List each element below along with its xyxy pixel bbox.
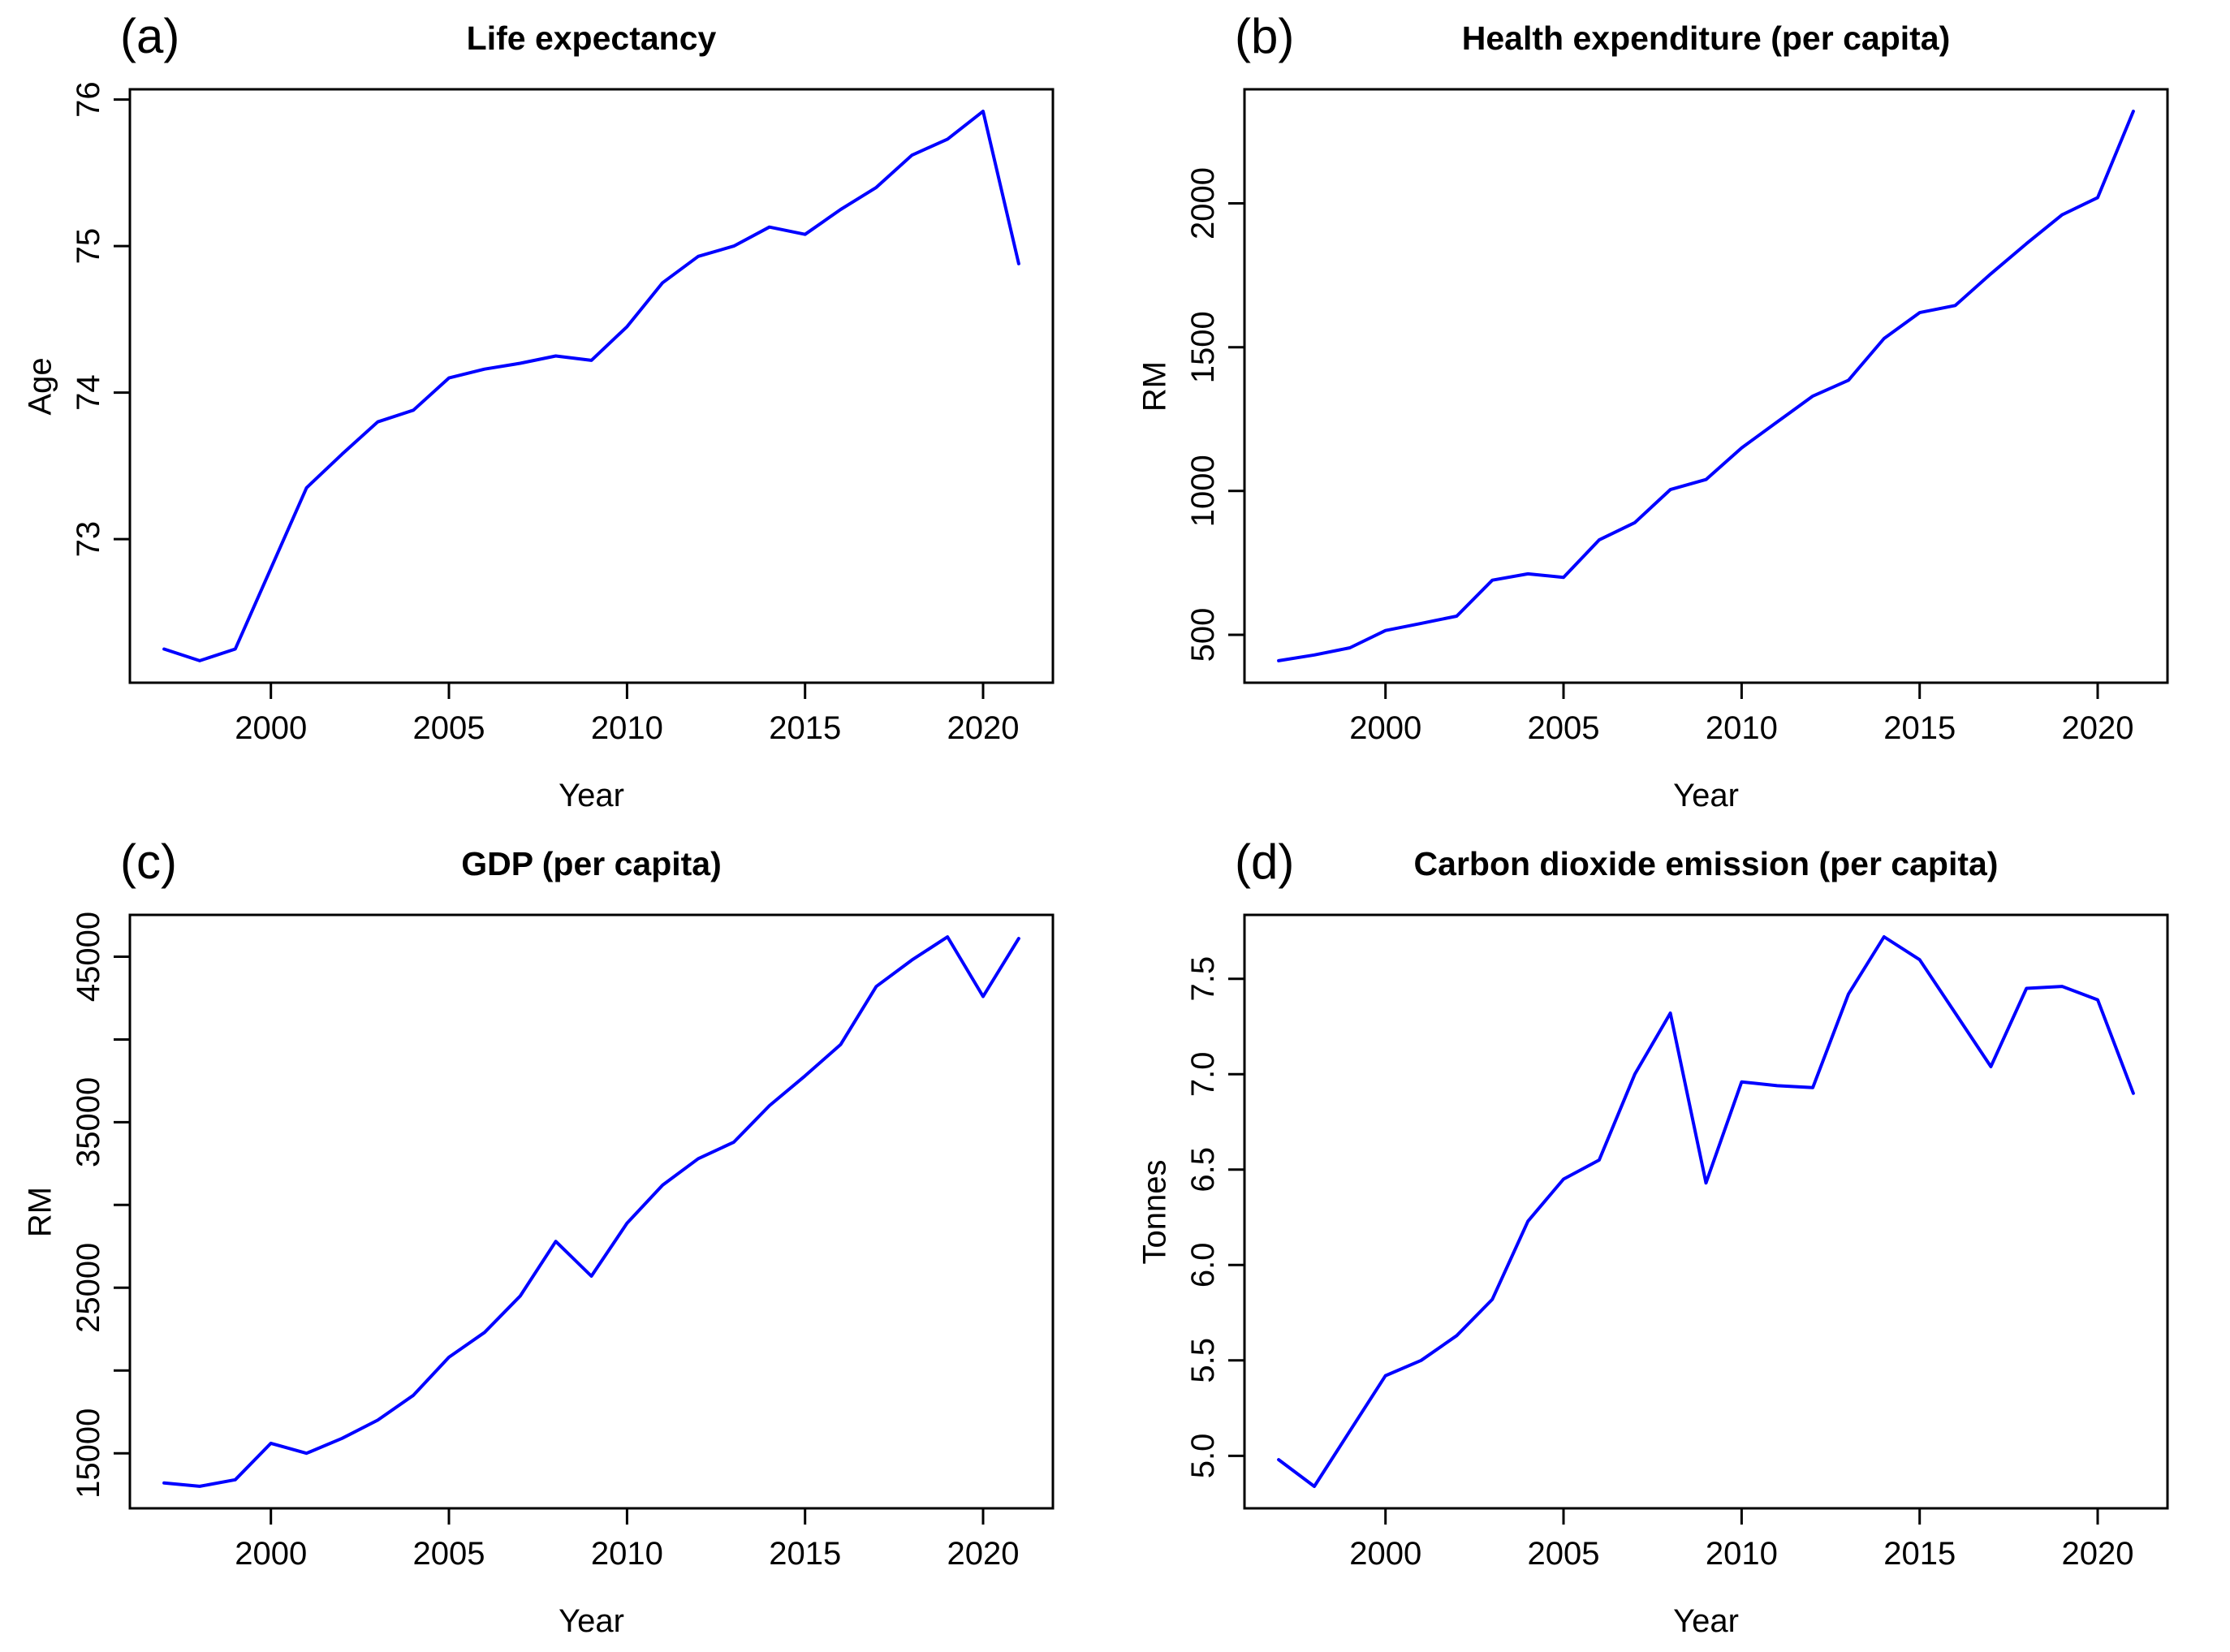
data-line [162, 935, 1020, 1488]
y-tick-label: 6.5 [1185, 1147, 1221, 1193]
x-tick-label: 2020 [947, 1536, 1020, 1572]
y-tick-label: 74 [71, 374, 106, 411]
y-tick-label: 1000 [1185, 455, 1221, 527]
panel-title-d: Carbon dioxide emission (per capita) [1413, 845, 1999, 882]
plot-svg-c: 2000 2005 2010 2015 2020 15000 25000 35000 45000 [71, 912, 1055, 1572]
panel-a-life-expectancy: (a) Life expectancy Age 2000 2005 2010 2015… [0, 0, 1115, 826]
x-tick-label: 2000 [235, 710, 307, 746]
x-tick-label: 2000 [1349, 1536, 1421, 1572]
panel-title-a: Life expectancy [466, 19, 717, 57]
plot-svg-d: 2000 2005 2010 2015 2020 5.0 5.5 6.0 6.5 7.0 7.5 [1185, 913, 2169, 1572]
panel-c-gdp: (c) GDP (per capita) RM 2000 2005 2010 2015… [0, 826, 1115, 1651]
panel-d-co2-emission: (d) Carbon dioxide emission (per capita)… [1115, 826, 2229, 1651]
x-axis-label-c: Year [559, 1603, 624, 1639]
x-axis-label-d: Year [1673, 1603, 1739, 1639]
x-tick-label: 2005 [1528, 1536, 1600, 1572]
panel-b-health-expenditure: (b) Health expenditure (per capita) RM 2… [1115, 0, 2229, 826]
y-tick-label: 75 [71, 228, 106, 265]
x-tick-label: 2005 [413, 710, 485, 746]
x-tick-label: 2005 [1528, 710, 1600, 746]
x-tick-label: 2015 [1883, 1536, 1956, 1572]
x-tick-label: 2000 [1349, 710, 1421, 746]
plot-svg-a: 2000 2005 2010 2015 2020 73 74 75 76 [71, 81, 1055, 746]
x-tick-label: 2010 [591, 1536, 663, 1572]
y-tick-label: 6.0 [1185, 1242, 1221, 1288]
panel-title-b: Health expenditure (per capita) [1461, 19, 1951, 57]
x-tick-label: 2015 [1883, 710, 1956, 746]
y-tick-label: 5.0 [1185, 1434, 1221, 1479]
panel-title-c: GDP (per capita) [461, 845, 722, 882]
y-tick-label: 76 [71, 81, 106, 118]
panel-label-b: (b) [1235, 9, 1295, 63]
panel-label-a: (a) [120, 9, 180, 63]
x-tick-label: 2005 [413, 1536, 485, 1572]
x-tick-label: 2010 [1706, 1536, 1778, 1572]
y-tick-label: 1500 [1185, 311, 1221, 383]
x-axis-label-a: Year [559, 778, 624, 813]
panel-label-d: (d) [1235, 835, 1295, 889]
y-tick-label: 73 [71, 521, 106, 558]
data-line [1277, 110, 2135, 662]
x-tick-label: 2015 [769, 710, 841, 746]
y-tick-label: 500 [1185, 608, 1221, 662]
plot-svg-b: 2000 2005 2010 2015 2020 500 1000 1500 2000 [1185, 88, 2169, 746]
x-tick-label: 2010 [591, 710, 663, 746]
x-tick-label: 2020 [947, 710, 1020, 746]
data-line [1277, 935, 2135, 1488]
x-tick-label: 2010 [1706, 710, 1778, 746]
plot-box [128, 88, 1055, 684]
x-tick-label: 2020 [2062, 1536, 2134, 1572]
x-tick-label: 2000 [235, 1536, 307, 1572]
y-tick-label: 7.0 [1185, 1051, 1221, 1097]
y-tick-label: 15000 [71, 1408, 106, 1499]
x-tick-label: 2015 [769, 1536, 841, 1572]
plot-box [1243, 88, 2169, 684]
y-tick-label: 45000 [71, 912, 106, 1002]
data-line [162, 110, 1020, 662]
panel-label-c: (c) [120, 835, 177, 889]
y-tick-label: 35000 [71, 1077, 106, 1167]
y-tick-label: 7.5 [1185, 956, 1221, 1002]
plot-box [128, 913, 1055, 1510]
x-tick-label: 2020 [2062, 710, 2134, 746]
y-tick-label: 2000 [1185, 167, 1221, 239]
y-tick-label: 5.5 [1185, 1338, 1221, 1383]
plot-box [1243, 913, 2169, 1510]
y-tick-label: 25000 [71, 1243, 106, 1333]
x-axis-label-b: Year [1673, 778, 1739, 813]
